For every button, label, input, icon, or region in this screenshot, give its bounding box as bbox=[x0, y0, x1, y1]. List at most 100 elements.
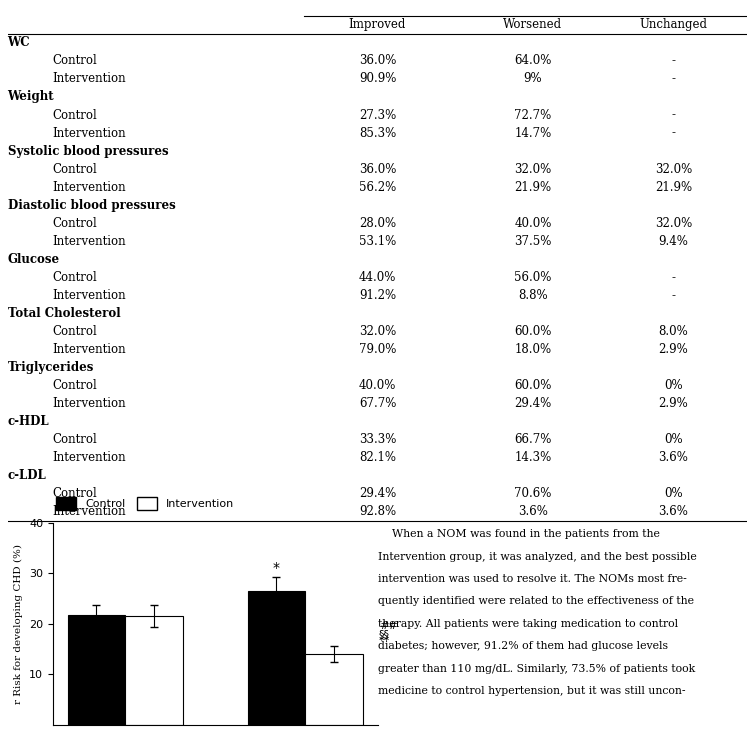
Text: c-LDL: c-LDL bbox=[8, 469, 46, 482]
Text: Worsened: Worsened bbox=[504, 19, 562, 31]
Text: 14.7%: 14.7% bbox=[514, 126, 551, 140]
Text: 60.0%: 60.0% bbox=[514, 379, 552, 392]
Text: 3.6%: 3.6% bbox=[658, 451, 689, 464]
Text: 8.8%: 8.8% bbox=[518, 289, 547, 302]
Text: c-HDL: c-HDL bbox=[8, 415, 49, 428]
Text: 3.6%: 3.6% bbox=[518, 505, 548, 518]
Text: 36.0%: 36.0% bbox=[359, 55, 396, 67]
Text: 56.2%: 56.2% bbox=[359, 181, 396, 193]
Text: 33.3%: 33.3% bbox=[359, 433, 396, 446]
Text: Unchanged: Unchanged bbox=[639, 19, 707, 31]
Text: 92.8%: 92.8% bbox=[359, 505, 396, 518]
Text: WC: WC bbox=[8, 37, 30, 49]
Text: Diastolic blood pressures: Diastolic blood pressures bbox=[8, 199, 175, 211]
Text: 53.1%: 53.1% bbox=[359, 235, 396, 248]
Text: Intervention: Intervention bbox=[52, 451, 125, 464]
Text: When a NOM was found in the patients from the: When a NOM was found in the patients fro… bbox=[378, 529, 659, 539]
Text: Intervention: Intervention bbox=[52, 72, 125, 85]
Text: 21.9%: 21.9% bbox=[514, 181, 551, 193]
Text: Intervention group, it was analyzed, and the best possible: Intervention group, it was analyzed, and… bbox=[378, 551, 696, 562]
Text: 91.2%: 91.2% bbox=[359, 289, 396, 302]
Text: Control: Control bbox=[52, 271, 97, 284]
Text: medicine to control hypertension, but it was still uncon-: medicine to control hypertension, but it… bbox=[378, 686, 685, 696]
Text: Control: Control bbox=[52, 217, 97, 229]
Text: 37.5%: 37.5% bbox=[514, 235, 552, 248]
Text: therapy. All patients were taking medication to control: therapy. All patients were taking medica… bbox=[378, 619, 678, 629]
Text: Control: Control bbox=[52, 487, 97, 500]
Bar bbox=[125, 616, 183, 725]
Text: Systolic blood pressures: Systolic blood pressures bbox=[8, 145, 168, 158]
Text: Intervention: Intervention bbox=[52, 289, 125, 302]
Text: -: - bbox=[671, 271, 676, 284]
Text: 90.9%: 90.9% bbox=[359, 72, 396, 85]
Text: 0%: 0% bbox=[664, 379, 683, 392]
Text: 0%: 0% bbox=[664, 487, 683, 500]
Text: Control: Control bbox=[52, 433, 97, 446]
Text: 32.0%: 32.0% bbox=[359, 325, 396, 338]
Text: Intervention: Intervention bbox=[52, 397, 125, 410]
Text: *: * bbox=[273, 561, 280, 575]
Text: Intervention: Intervention bbox=[52, 126, 125, 140]
Text: 32.0%: 32.0% bbox=[655, 217, 692, 229]
Bar bbox=[68, 616, 125, 725]
Legend: Control, Intervention: Control, Intervention bbox=[52, 492, 238, 515]
Text: 56.0%: 56.0% bbox=[514, 271, 552, 284]
Bar bbox=[248, 591, 305, 725]
Text: 40.0%: 40.0% bbox=[514, 217, 552, 229]
Text: 36.0%: 36.0% bbox=[359, 163, 396, 176]
Text: 29.4%: 29.4% bbox=[514, 397, 551, 410]
Text: Weight: Weight bbox=[8, 90, 54, 104]
Text: quently identified were related to the effectiveness of the: quently identified were related to the e… bbox=[378, 596, 694, 607]
Text: Control: Control bbox=[52, 325, 97, 338]
Text: 2.9%: 2.9% bbox=[658, 397, 689, 410]
Text: 0%: 0% bbox=[664, 433, 683, 446]
Text: greater than 110 mg/dL. Similarly, 73.5% of patients took: greater than 110 mg/dL. Similarly, 73.5%… bbox=[378, 663, 695, 674]
Text: 64.0%: 64.0% bbox=[514, 55, 552, 67]
Text: Total Cholesterol: Total Cholesterol bbox=[8, 307, 120, 320]
Text: 3.6%: 3.6% bbox=[658, 505, 689, 518]
Text: diabetes; however, 91.2% of them had glucose levels: diabetes; however, 91.2% of them had glu… bbox=[378, 641, 667, 651]
Text: -: - bbox=[671, 126, 676, 140]
Text: 2.9%: 2.9% bbox=[658, 343, 689, 356]
Text: -: - bbox=[671, 289, 676, 302]
Text: 70.6%: 70.6% bbox=[514, 487, 552, 500]
Text: 67.7%: 67.7% bbox=[359, 397, 396, 410]
Text: -: - bbox=[671, 72, 676, 85]
Text: Improved: Improved bbox=[349, 19, 406, 31]
Text: 79.0%: 79.0% bbox=[359, 343, 396, 356]
Text: 14.3%: 14.3% bbox=[514, 451, 551, 464]
Text: Control: Control bbox=[52, 108, 97, 122]
Text: 9.4%: 9.4% bbox=[658, 235, 689, 248]
Text: Intervention: Intervention bbox=[52, 343, 125, 356]
Text: intervention was used to resolve it. The NOMs most fre-: intervention was used to resolve it. The… bbox=[378, 574, 686, 584]
Text: 28.0%: 28.0% bbox=[359, 217, 396, 229]
Text: 82.1%: 82.1% bbox=[359, 451, 396, 464]
Text: -: - bbox=[671, 108, 676, 122]
Text: Control: Control bbox=[52, 55, 97, 67]
Text: 32.0%: 32.0% bbox=[655, 163, 692, 176]
Text: ##: ## bbox=[379, 622, 398, 631]
Text: **: ** bbox=[379, 636, 390, 646]
Text: 85.3%: 85.3% bbox=[359, 126, 396, 140]
Text: 66.7%: 66.7% bbox=[514, 433, 552, 446]
Text: -: - bbox=[671, 55, 676, 67]
Text: 29.4%: 29.4% bbox=[359, 487, 396, 500]
Text: Control: Control bbox=[52, 163, 97, 176]
Text: Intervention: Intervention bbox=[52, 235, 125, 248]
Bar bbox=[305, 654, 362, 725]
Text: 60.0%: 60.0% bbox=[514, 325, 552, 338]
Text: 32.0%: 32.0% bbox=[514, 163, 551, 176]
Text: 21.9%: 21.9% bbox=[655, 181, 692, 193]
Text: Intervention: Intervention bbox=[52, 505, 125, 518]
Text: 18.0%: 18.0% bbox=[514, 343, 551, 356]
Text: Control: Control bbox=[52, 379, 97, 392]
Text: §§: §§ bbox=[379, 629, 390, 639]
Text: Glucose: Glucose bbox=[8, 252, 60, 266]
Text: 40.0%: 40.0% bbox=[359, 379, 396, 392]
Text: 8.0%: 8.0% bbox=[658, 325, 689, 338]
Text: Triglycerides: Triglycerides bbox=[8, 361, 94, 374]
Text: 72.7%: 72.7% bbox=[514, 108, 551, 122]
Text: 44.0%: 44.0% bbox=[359, 271, 396, 284]
Text: Intervention: Intervention bbox=[52, 181, 125, 193]
Y-axis label: r Risk for developing CHD (%): r Risk for developing CHD (%) bbox=[14, 544, 23, 704]
